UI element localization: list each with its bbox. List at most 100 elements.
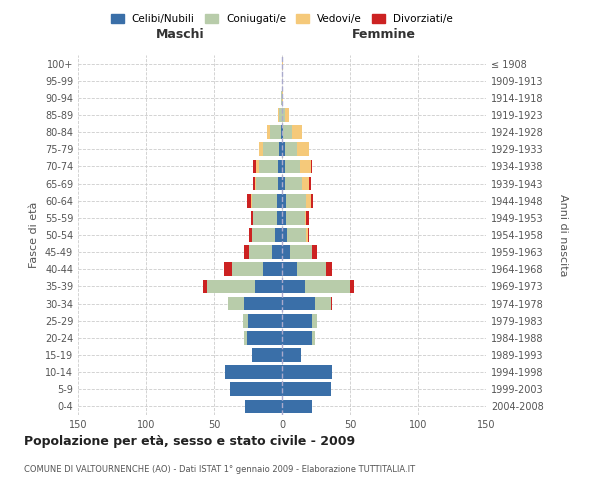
Bar <box>230 382 282 396</box>
Bar <box>272 246 282 259</box>
Bar <box>305 211 307 224</box>
Bar <box>256 176 278 190</box>
Bar <box>282 246 290 259</box>
Bar <box>302 176 309 190</box>
Bar <box>277 194 282 207</box>
Bar <box>283 126 292 139</box>
Bar <box>278 108 279 122</box>
Bar <box>247 331 282 344</box>
Bar <box>270 126 281 139</box>
Bar <box>253 160 256 173</box>
Bar <box>253 176 255 190</box>
Bar <box>305 280 350 293</box>
Bar <box>279 108 282 122</box>
Bar <box>286 211 305 224</box>
Bar <box>282 331 312 344</box>
Bar <box>224 262 232 276</box>
Bar <box>263 142 279 156</box>
Bar <box>244 246 250 259</box>
Bar <box>244 331 247 344</box>
Bar <box>247 194 251 207</box>
Bar <box>282 126 283 139</box>
Bar <box>207 280 255 293</box>
Bar <box>297 262 326 276</box>
Bar <box>307 228 308 242</box>
Bar <box>252 348 282 362</box>
Bar <box>285 176 302 190</box>
Bar <box>225 366 282 379</box>
Legend: Celibi/Nubili, Coniugati/e, Vedovi/e, Divorziati/e: Celibi/Nubili, Coniugati/e, Vedovi/e, Di… <box>107 10 457 29</box>
Bar <box>287 228 307 242</box>
Bar <box>282 382 331 396</box>
Bar <box>281 126 282 139</box>
Bar <box>248 314 282 328</box>
Bar <box>282 366 332 379</box>
Bar <box>282 211 286 224</box>
Bar <box>282 348 301 362</box>
Bar <box>285 142 297 156</box>
Bar <box>282 314 312 328</box>
Text: COMUNE DI VALTOURNENCHE (AO) - Dati ISTAT 1° gennaio 2009 - Elaborazione TUTTITA: COMUNE DI VALTOURNENCHE (AO) - Dati ISTA… <box>24 465 415 474</box>
Bar <box>250 246 272 259</box>
Bar <box>299 160 311 173</box>
Bar <box>282 262 297 276</box>
Bar <box>250 228 252 242</box>
Bar <box>244 296 282 310</box>
Bar <box>282 56 283 70</box>
Bar <box>279 142 282 156</box>
Bar <box>253 211 277 224</box>
Bar <box>282 228 287 242</box>
Bar <box>255 280 282 293</box>
Bar <box>259 160 278 173</box>
Bar <box>282 296 314 310</box>
Bar <box>245 400 282 413</box>
Bar <box>307 211 309 224</box>
Bar <box>203 280 207 293</box>
Bar <box>232 262 263 276</box>
Bar <box>314 296 331 310</box>
Bar <box>326 262 332 276</box>
Bar <box>278 176 282 190</box>
Bar <box>282 280 305 293</box>
Bar <box>267 126 270 139</box>
Bar <box>259 142 263 156</box>
Bar <box>297 142 309 156</box>
Bar <box>312 314 317 328</box>
Bar <box>308 228 309 242</box>
Bar <box>282 108 285 122</box>
Bar <box>282 176 285 190</box>
Bar <box>282 400 312 413</box>
Bar <box>307 194 311 207</box>
Bar <box>311 160 312 173</box>
Text: Maschi: Maschi <box>155 28 205 40</box>
Bar <box>251 211 253 224</box>
Bar <box>285 160 299 173</box>
Bar <box>292 126 302 139</box>
Bar <box>277 211 282 224</box>
Bar <box>350 280 354 293</box>
Bar <box>311 194 313 207</box>
Bar <box>290 246 312 259</box>
Bar <box>285 108 289 122</box>
Bar <box>331 296 332 310</box>
Bar <box>282 194 286 207</box>
Bar <box>263 262 282 276</box>
Bar <box>227 296 244 310</box>
Y-axis label: Anni di nascita: Anni di nascita <box>557 194 568 276</box>
Text: Femmine: Femmine <box>352 28 416 40</box>
Bar <box>281 91 282 104</box>
Bar <box>278 160 282 173</box>
Bar <box>282 160 285 173</box>
Bar <box>256 160 259 173</box>
Bar <box>252 228 275 242</box>
Bar <box>312 246 317 259</box>
Bar <box>252 194 277 207</box>
Bar <box>286 194 307 207</box>
Bar <box>312 331 314 344</box>
Bar <box>255 176 256 190</box>
Text: Popolazione per età, sesso e stato civile - 2009: Popolazione per età, sesso e stato civil… <box>24 435 355 448</box>
Bar <box>251 194 252 207</box>
Bar <box>275 228 282 242</box>
Bar <box>282 142 285 156</box>
Bar <box>309 176 311 190</box>
